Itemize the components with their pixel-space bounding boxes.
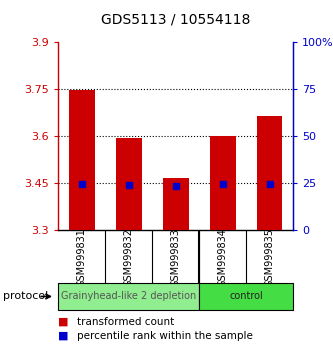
Text: ■: ■	[58, 331, 69, 341]
Text: GSM999832: GSM999832	[124, 228, 134, 287]
Text: GSM999835: GSM999835	[264, 228, 275, 287]
Text: transformed count: transformed count	[77, 317, 174, 327]
Text: percentile rank within the sample: percentile rank within the sample	[77, 331, 252, 341]
Text: GSM999833: GSM999833	[170, 228, 181, 287]
Bar	[163, 178, 188, 230]
Bar	[199, 283, 293, 310]
Text: ■: ■	[58, 317, 69, 327]
Text: GSM999834: GSM999834	[217, 228, 228, 287]
Text: Grainyhead-like 2 depletion: Grainyhead-like 2 depletion	[61, 291, 196, 302]
Bar	[116, 138, 142, 230]
Bar	[210, 136, 235, 230]
Bar	[58, 283, 199, 310]
Text: GSM999831: GSM999831	[77, 228, 87, 287]
Text: protocol: protocol	[3, 291, 49, 302]
Bar	[257, 116, 282, 230]
Text: control: control	[229, 291, 263, 302]
Bar	[69, 90, 95, 230]
Text: GDS5113 / 10554118: GDS5113 / 10554118	[101, 12, 250, 27]
